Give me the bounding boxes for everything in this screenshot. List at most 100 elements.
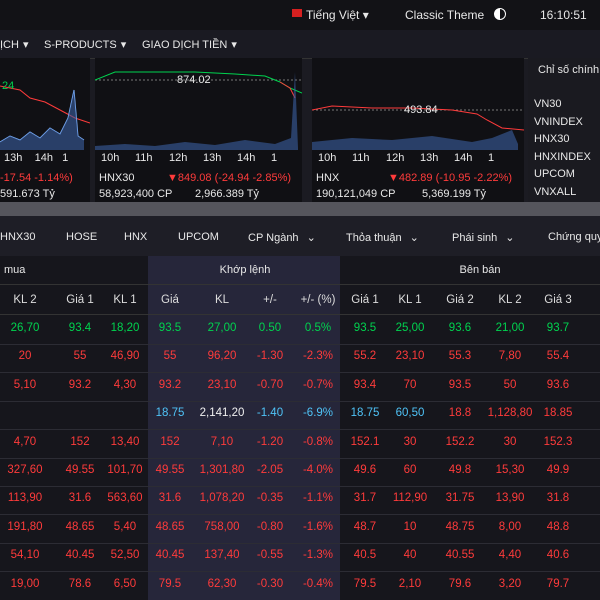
flag-icon: [292, 9, 302, 17]
theme-icon[interactable]: [494, 8, 506, 20]
board-cell: 79.6: [448, 577, 472, 590]
board-cell: 0.5%: [304, 322, 332, 334]
board-cell: 93.6: [448, 322, 472, 334]
board-cell: -1.40: [256, 407, 284, 420]
board-cell: 40: [403, 549, 417, 562]
time-label: 13h: [203, 152, 222, 164]
index-item[interactable]: VNINDEX: [534, 115, 583, 128]
chart-value-traded: 2,966.389 Tỷ: [195, 188, 260, 200]
dropdown-arrow: ▾: [231, 39, 237, 51]
chart-panel: 493.84 10h 11h 12h 13h 14h 1 HNX ▼482.89 (-10…: [312, 58, 524, 202]
column-header: Giá 2: [446, 294, 474, 306]
index-item[interactable]: HNX30: [534, 133, 570, 145]
column-header: Giá 1: [351, 294, 379, 306]
board-cell: 55.3: [448, 350, 472, 363]
board-cell: 758,00: [204, 520, 240, 533]
board-cell: -0.8%: [302, 435, 334, 448]
board-cell: 55: [73, 350, 87, 363]
board-cell: 93.2: [68, 378, 92, 391]
board-cell: 0.50: [258, 322, 282, 334]
board-cell: 101,70: [107, 464, 143, 476]
index-item[interactable]: UPCOM: [534, 168, 575, 180]
tab[interactable]: Phái sinh ⌄: [452, 231, 514, 244]
board-cell: 55.2: [353, 350, 377, 363]
board-cell: 30: [403, 435, 417, 448]
time-label: 11h: [135, 152, 153, 164]
board-cell: 48.7: [353, 520, 377, 533]
nav-item[interactable]: ỊCH ▾: [0, 38, 28, 51]
board-cell: 70: [403, 378, 417, 391]
tab-label: HOSE: [66, 231, 98, 243]
chart-value-traded: 591.673 Tỷ: [0, 188, 55, 200]
board-cell: 5,10: [13, 378, 37, 391]
board-cell: 1,301,80: [199, 464, 245, 476]
board-cell: -0.80: [256, 520, 284, 533]
board-cell: 23,10: [207, 378, 237, 391]
row-divider: [0, 571, 600, 573]
time-label: 1: [488, 152, 495, 164]
mini-chart: [312, 105, 524, 150]
group-header: Bên bán: [459, 264, 501, 276]
board-cell: 191,80: [7, 520, 43, 533]
time-label: 12h: [169, 152, 188, 164]
index-item[interactable]: VNXALL: [534, 185, 577, 198]
board-cell: 49.55: [155, 464, 185, 476]
theme[interactable]: Classic Theme: [405, 8, 485, 22]
time-label: 10h: [318, 152, 337, 164]
language[interactable]: Tiếng Việt ▾: [306, 8, 369, 22]
board-cell: 31.7: [353, 492, 377, 505]
board-cell: 3,20: [498, 577, 522, 590]
time-label: 10h: [101, 152, 120, 164]
board-cell: 49.8: [448, 464, 472, 476]
column-header: KL 2: [498, 294, 522, 306]
board-cell: 93.7: [546, 322, 570, 334]
board-cell: 93.5: [158, 322, 182, 334]
time-label: 1: [62, 152, 69, 164]
board-cell: 13,90: [495, 492, 525, 505]
board-cell: 19,00: [10, 577, 40, 590]
tab[interactable]: HNX: [124, 231, 147, 243]
nav-item[interactable]: S-PRODUCTS ▾: [44, 38, 126, 51]
matched-section: [148, 256, 340, 600]
index-list: Chỉ số chính VN30 VNINDEX HNX30 HNXINDEX UPC…: [528, 58, 600, 202]
tab[interactable]: Chứng quy: [548, 231, 600, 243]
board-cell: 18,20: [110, 322, 140, 334]
chart-value: 493.84: [404, 104, 438, 116]
tab[interactable]: Thỏa thuận ⌄: [346, 231, 419, 244]
group-header: mua: [4, 264, 26, 276]
board-cell: -0.4%: [302, 577, 334, 590]
divider: [0, 284, 600, 285]
time-label: 11h: [352, 152, 370, 164]
nav-item[interactable]: GIAO DỊCH TIỀN ▾: [142, 38, 237, 51]
board-cell: 31.6: [68, 492, 92, 505]
tab-label: Phái sinh: [452, 232, 498, 244]
mini-chart: [0, 85, 90, 150]
time-label: 12h: [386, 152, 405, 164]
board-cell: -0.55: [256, 549, 284, 562]
top-bar: Tiếng Việt ▾ Classic Theme 16:10:51: [0, 0, 600, 30]
chart-panel: 24 13h 14h 1 -17.54 -1.14%) 591.673 Tỷ: [0, 58, 90, 202]
board-cell: 40.6: [546, 549, 570, 562]
board-cell: 13,40: [110, 435, 140, 448]
row-divider: [0, 514, 600, 516]
board-cell: -1.1%: [302, 492, 334, 505]
board-cell: 60: [403, 464, 417, 476]
board-cell: 137,40: [204, 549, 240, 562]
board-cell: 7,10: [210, 435, 234, 448]
time-label: 13h: [420, 152, 439, 164]
tab[interactable]: HOSE: [66, 231, 97, 243]
tab-label: HNX: [124, 231, 148, 243]
index-item[interactable]: HNXINDEX: [534, 150, 591, 163]
board-cell: -0.35: [256, 492, 284, 505]
column-header: +/- (%): [300, 294, 336, 306]
tab[interactable]: HNX30: [0, 231, 35, 243]
tab[interactable]: UPCOM: [178, 231, 219, 243]
time-axis: 10h 11h 12h 13h 14h 1: [101, 152, 281, 164]
board-cell: 93.4: [68, 322, 92, 334]
board-cell: 10: [403, 520, 417, 533]
index-item[interactable]: VN30: [534, 98, 562, 110]
dropdown-arrow: ⌄: [306, 232, 316, 244]
tab[interactable]: CP Ngành ⌄: [248, 231, 316, 244]
column-header: KL 1: [113, 294, 137, 306]
